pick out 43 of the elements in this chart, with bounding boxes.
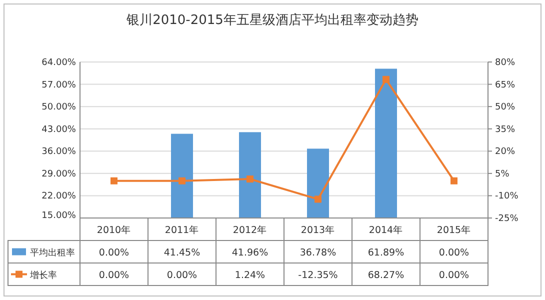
point bbox=[178, 177, 186, 184]
point bbox=[314, 196, 322, 203]
data-label: -12.35% bbox=[298, 270, 338, 281]
y2-tick-label: -25% bbox=[495, 214, 519, 224]
y-tick-label: 64.00% bbox=[42, 58, 76, 68]
y-tick-label: 29.00% bbox=[42, 169, 76, 180]
y-tick-label: 36.00% bbox=[42, 147, 76, 158]
y2-tick-label: -10% bbox=[495, 192, 519, 202]
data-label: 1.24% bbox=[234, 270, 266, 281]
y2-tick-label: 80% bbox=[495, 58, 516, 68]
data-label: 0.00% bbox=[166, 270, 198, 281]
point bbox=[246, 176, 254, 183]
x-tick-label: 2010年 bbox=[96, 224, 132, 236]
y-tick-label: 22.00% bbox=[42, 192, 76, 202]
y-tick-label: 57.00% bbox=[42, 80, 76, 90]
y-tick-label: 50.00% bbox=[42, 102, 76, 113]
x-tick-label: 2013年 bbox=[300, 224, 336, 236]
chart-title: 银川2010-2015年五星级酒店平均出租率变动趋势 bbox=[126, 12, 418, 28]
point bbox=[450, 177, 458, 184]
text: 0.00% bbox=[98, 248, 130, 258]
text: 0.00% bbox=[438, 248, 470, 258]
data-label: 61.89% bbox=[368, 248, 404, 258]
y2-tick-label: 20% bbox=[495, 147, 516, 158]
x-tick-label: 2014年 bbox=[368, 224, 404, 236]
data-label: 41.45% bbox=[164, 248, 200, 258]
y-tick-label: 15.00% bbox=[42, 211, 76, 221]
point bbox=[110, 177, 118, 184]
y2-tick-label: 5% bbox=[495, 169, 510, 180]
x-tick-label: 2012年 bbox=[232, 224, 268, 236]
data-label: 41.96% bbox=[232, 248, 268, 258]
legend-label: 增长率 bbox=[29, 270, 57, 281]
y2-tick-label: 35% bbox=[495, 124, 516, 135]
y-tick-label: 43.00% bbox=[42, 124, 76, 135]
y2-tick-label: 65% bbox=[495, 80, 516, 90]
y2-tick-label: 50% bbox=[495, 102, 516, 113]
x-tick-label: 2011年 bbox=[164, 224, 200, 236]
x-tick-label: 2015年 bbox=[436, 224, 472, 236]
data-label: 36.78% bbox=[300, 248, 336, 258]
point bbox=[382, 76, 390, 83]
data-label: 0.00% bbox=[98, 270, 130, 281]
data-label: 0.00% bbox=[438, 270, 470, 281]
legend-label: 平均出租率 bbox=[30, 248, 75, 258]
data-label: 68.27% bbox=[368, 270, 404, 281]
